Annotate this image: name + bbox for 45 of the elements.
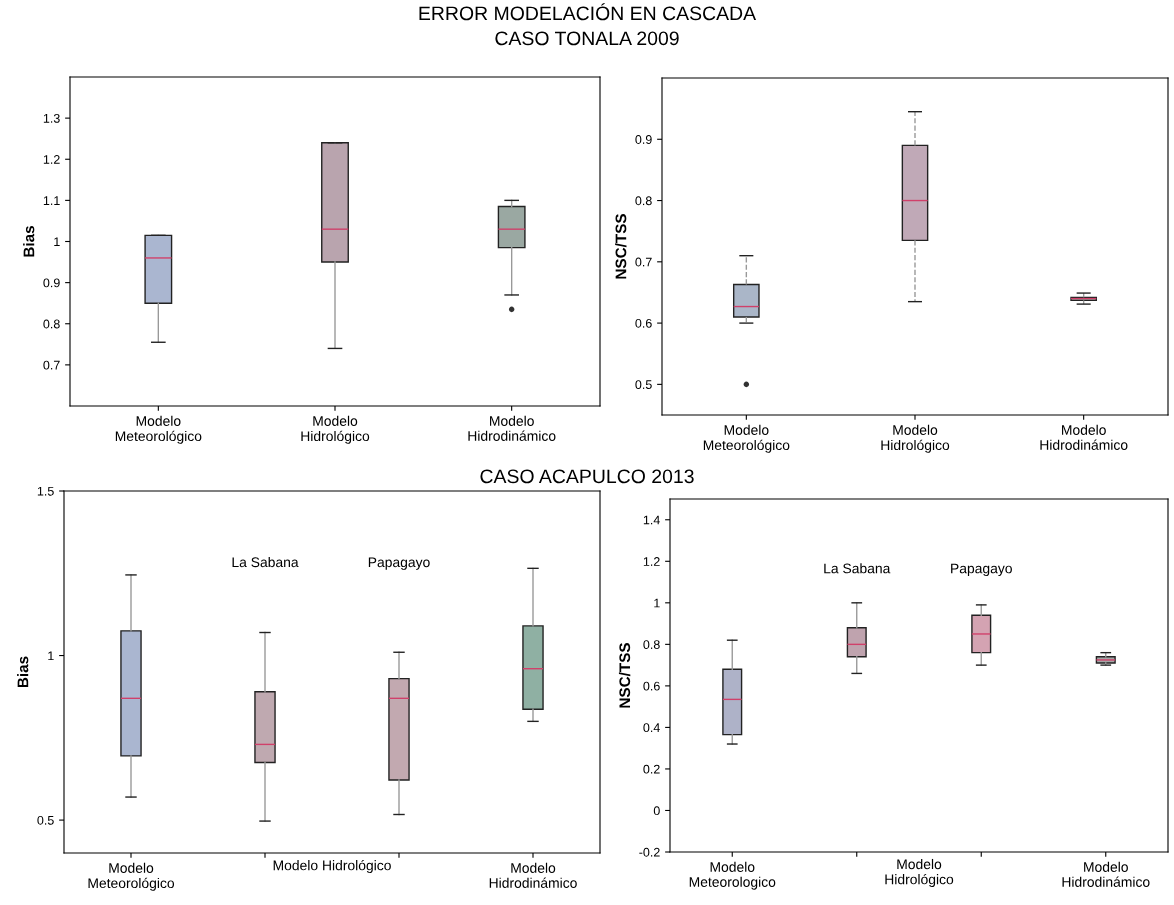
y-axis-title: NSC/TSS [615,213,627,279]
y-tick-label: 1.3 [43,113,60,123]
x-tick-label: Modelo Meteorológico [115,415,202,444]
y-tick-label: 1.4 [643,515,660,525]
y-tick-label: 1.2 [43,155,60,164]
y-tick-label: 0.4 [643,723,660,733]
annotation: Papagayo [951,563,1012,577]
x-tick-label: Modelo Hidrodinámico [468,415,556,441]
x-tick-label: Modelo Hidrológico [881,424,950,453]
y-tick-label: 1.2 [643,557,660,566]
annotation: Papagayo [368,557,430,570]
y-tick-label: 0.6 [635,318,652,328]
y-tick-label: 0.5 [37,815,54,825]
x-tick-label: Modelo Hidrodinámico [1062,861,1150,887]
y-tick-label: 0.9 [43,278,60,288]
x-tick-label: Modelo Hidrológico [301,415,370,444]
chart-title: CASO ACAPULCO 2013 [480,469,694,484]
y-tick-label: 0 [653,806,660,816]
y-tick-label: 1 [54,237,60,247]
x-tick-label: Modelo Meteorológico [88,862,175,891]
y-tick-label: 0.2 [643,764,660,774]
annotation: La Sabana [824,563,891,574]
chart-subtitle: CASO TONALA 2009 [495,31,679,46]
y-tick-label: -0.2 [639,847,660,857]
y-tick-label: 0.8 [643,640,660,650]
y-tick-label: 1 [654,598,660,608]
y-axis-title: Bias [23,225,35,257]
x-tick-label: Modelo Meteorologico [689,861,776,890]
chart-title: ERROR MODELACIÓN EN CASCADA [419,3,757,21]
y-tick-label: 0.8 [635,196,652,206]
y-axis-title: Bias [17,656,29,688]
y-tick-label: 1.1 [43,196,60,205]
y-tick-label: 0.6 [643,681,660,691]
y-tick-label: 0.9 [635,135,652,144]
x-tick-label: Modelo Hidrodinámico [489,862,577,888]
y-tick-label: 1.5 [37,486,54,496]
x-tick-label: Modelo Meteorológico [703,424,790,453]
y-tick-label: 0.8 [43,319,60,329]
y-axis-title: NSC/TSS [618,642,631,708]
y-tick-label: 0.5 [635,380,652,390]
y-tick-label: 1 [48,651,54,661]
x-tick-label: Modelo Hidrodinámico [1040,424,1128,450]
y-tick-label: 0.7 [635,257,652,267]
annotation: La Sabana [232,556,299,568]
y-tick-label: 0.7 [43,360,60,370]
